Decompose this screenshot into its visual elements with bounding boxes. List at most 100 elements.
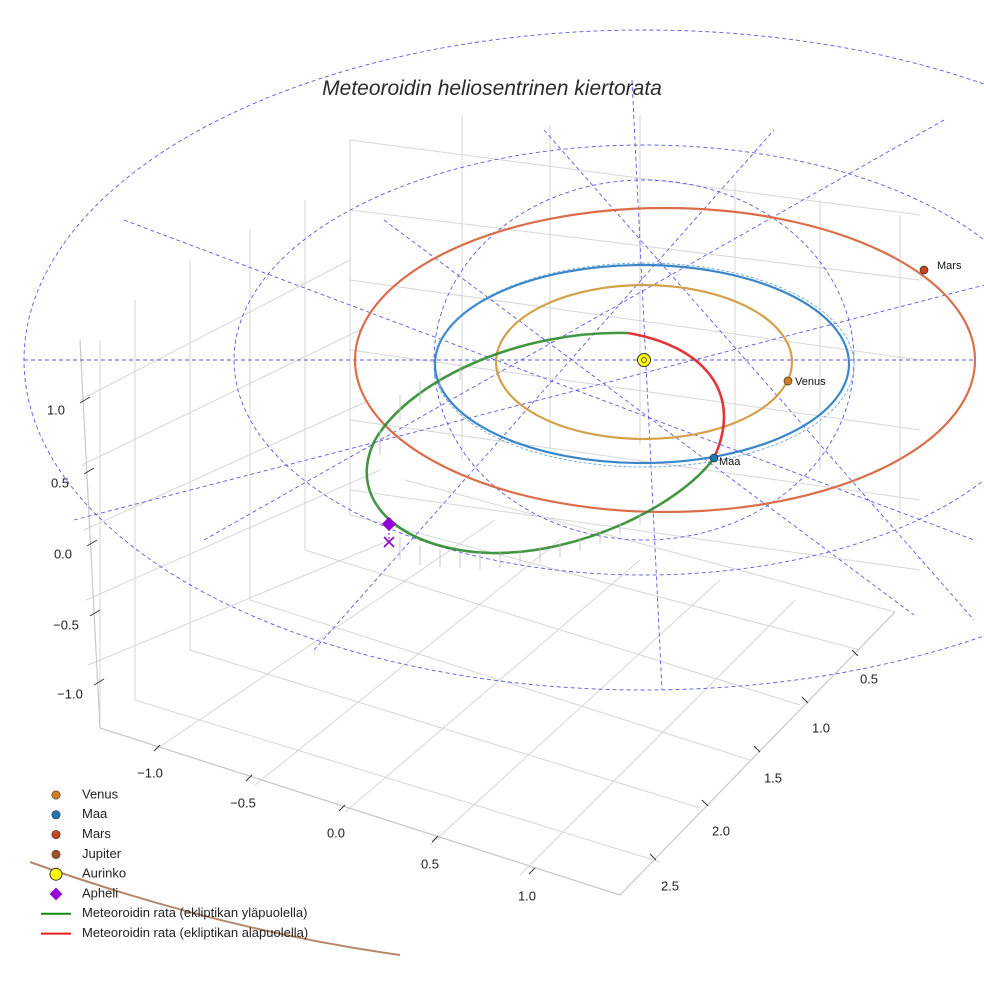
grid-line bbox=[429, 579, 721, 846]
grid-line bbox=[349, 139, 921, 216]
legend: Venus Maa Mars Jupiter Aurinko Apheli Meteoroi… bbox=[41, 786, 308, 940]
legend-dot bbox=[51, 849, 61, 859]
legend-item: Meteoroidin rata (ekliptikan yläpuolella… bbox=[41, 905, 307, 920]
y-tick-mark bbox=[701, 799, 709, 807]
marker-venus bbox=[783, 376, 793, 386]
legend-item: Venus bbox=[51, 786, 119, 801]
y-tick-mark bbox=[851, 649, 859, 657]
z-tick-label: −1.0 bbox=[57, 686, 83, 701]
grid-line bbox=[85, 469, 381, 601]
z-tick-mark bbox=[83, 467, 95, 475]
sun-marker bbox=[637, 353, 651, 367]
y-tick-mark bbox=[753, 745, 761, 753]
planet-markers: Venus Maa Mars bbox=[381, 260, 962, 548]
aphelion-marker bbox=[381, 516, 397, 532]
grid-line bbox=[304, 549, 801, 706]
grid-line bbox=[404, 479, 896, 613]
grid-line bbox=[349, 279, 921, 361]
legend-item: Apheli bbox=[49, 885, 118, 901]
grid-line bbox=[81, 329, 361, 466]
y-tick-label: 2.5 bbox=[661, 878, 679, 893]
z-tick-label: 0.0 bbox=[54, 546, 72, 561]
y-tick-mark bbox=[801, 696, 809, 704]
aphelion-projection bbox=[383, 536, 395, 548]
legend-item: Mars bbox=[51, 826, 111, 841]
y-tick-label: 1.5 bbox=[764, 770, 782, 785]
x-tick-label: 0.5 bbox=[421, 856, 439, 871]
grid-line bbox=[349, 514, 861, 651]
ecliptic-spoke bbox=[203, 119, 945, 541]
legend-label: Venus bbox=[82, 786, 119, 801]
ecliptic-spoke bbox=[123, 219, 975, 541]
grid-line bbox=[254, 539, 561, 786]
label-mars: Mars bbox=[937, 260, 962, 272]
legend-item: Aurinko bbox=[49, 866, 126, 881]
x-tick-mark bbox=[431, 835, 439, 843]
chart-title: Meteoroidin heliosentrinen kiertorata bbox=[322, 77, 662, 100]
x-tick-mark bbox=[338, 804, 346, 812]
ecliptic-reference-grid bbox=[23, 29, 984, 691]
legend-item: Meteoroidin rata (ekliptikan alapuolella… bbox=[41, 925, 308, 940]
legend-dot bbox=[51, 830, 61, 840]
box-edge bbox=[79, 339, 101, 729]
grid-line bbox=[349, 419, 921, 501]
marker-maa bbox=[709, 453, 719, 463]
z-tick-mark bbox=[86, 539, 98, 547]
y-tick-label: 1.0 bbox=[812, 720, 830, 735]
grid-line bbox=[189, 649, 701, 809]
z-tick-mark bbox=[93, 678, 105, 686]
orbit-venus bbox=[494, 283, 794, 441]
orbit-maa-reference bbox=[433, 262, 855, 468]
z-tick-label: −0.5 bbox=[53, 617, 79, 632]
label-maa: Maa bbox=[719, 456, 741, 468]
x-tick-label: −1.0 bbox=[137, 765, 163, 780]
ecliptic-spoke bbox=[73, 284, 984, 521]
y-tick-mark bbox=[649, 853, 657, 861]
sun-core bbox=[641, 357, 647, 363]
ecliptic-ring bbox=[23, 29, 984, 691]
legend-label: Apheli bbox=[82, 885, 118, 900]
grid-line bbox=[134, 699, 661, 863]
z-tick-mark bbox=[89, 609, 101, 617]
grid-line bbox=[519, 599, 796, 876]
legend-label: Meteoroidin rata (ekliptikan alapuolella… bbox=[82, 925, 308, 940]
grid-line bbox=[349, 489, 921, 571]
label-venus: Venus bbox=[795, 376, 826, 388]
grid-line bbox=[154, 519, 496, 751]
ecliptic-ring bbox=[433, 179, 855, 541]
z-tick-label: 1.0 bbox=[47, 402, 65, 417]
legend-diamond bbox=[49, 887, 63, 901]
marker-mars bbox=[919, 265, 929, 275]
legend-item: Maa bbox=[51, 806, 108, 821]
z-tick-label: 0.5 bbox=[51, 475, 69, 490]
orbit-maa bbox=[433, 263, 851, 465]
legend-label: Meteoroidin rata (ekliptikan yläpuolella… bbox=[82, 905, 307, 920]
legend-label: Jupiter bbox=[82, 846, 122, 861]
y-tick-label: 2.0 bbox=[712, 823, 730, 838]
axes-grid bbox=[79, 115, 921, 896]
grid-line bbox=[349, 209, 921, 281]
z-tick-mark bbox=[79, 396, 91, 404]
x-tick-label: 1.0 bbox=[518, 888, 536, 903]
grid-line bbox=[344, 559, 641, 813]
x-tick-mark bbox=[245, 774, 253, 782]
meteoroid-orbit-above bbox=[365, 331, 716, 555]
legend-label: Mars bbox=[82, 826, 111, 841]
orbit-jupiter bbox=[29, 861, 401, 956]
grid-line bbox=[87, 539, 391, 666]
x-tick-label: −0.5 bbox=[230, 795, 256, 810]
x-tick-mark bbox=[528, 867, 536, 875]
ecliptic-spoke bbox=[543, 129, 975, 621]
planet-orbits bbox=[29, 206, 977, 956]
meteoroid-orbit-below bbox=[627, 331, 726, 459]
ecliptic-spoke bbox=[313, 129, 775, 651]
legend-dot bbox=[51, 790, 61, 800]
meteoroid-orbit bbox=[365, 331, 726, 569]
grid-line bbox=[83, 399, 371, 531]
legend-item: Jupiter bbox=[51, 846, 122, 861]
axis-ticks: −1.0 −0.5 0.0 0.5 1.0 0.5 1.0 1.5 2.0 2.5 1.0 0.5 0.… bbox=[47, 396, 878, 903]
legend-label: Aurinko bbox=[82, 866, 126, 881]
box-edge bbox=[99, 611, 896, 896]
ecliptic-spoke bbox=[631, 79, 663, 691]
